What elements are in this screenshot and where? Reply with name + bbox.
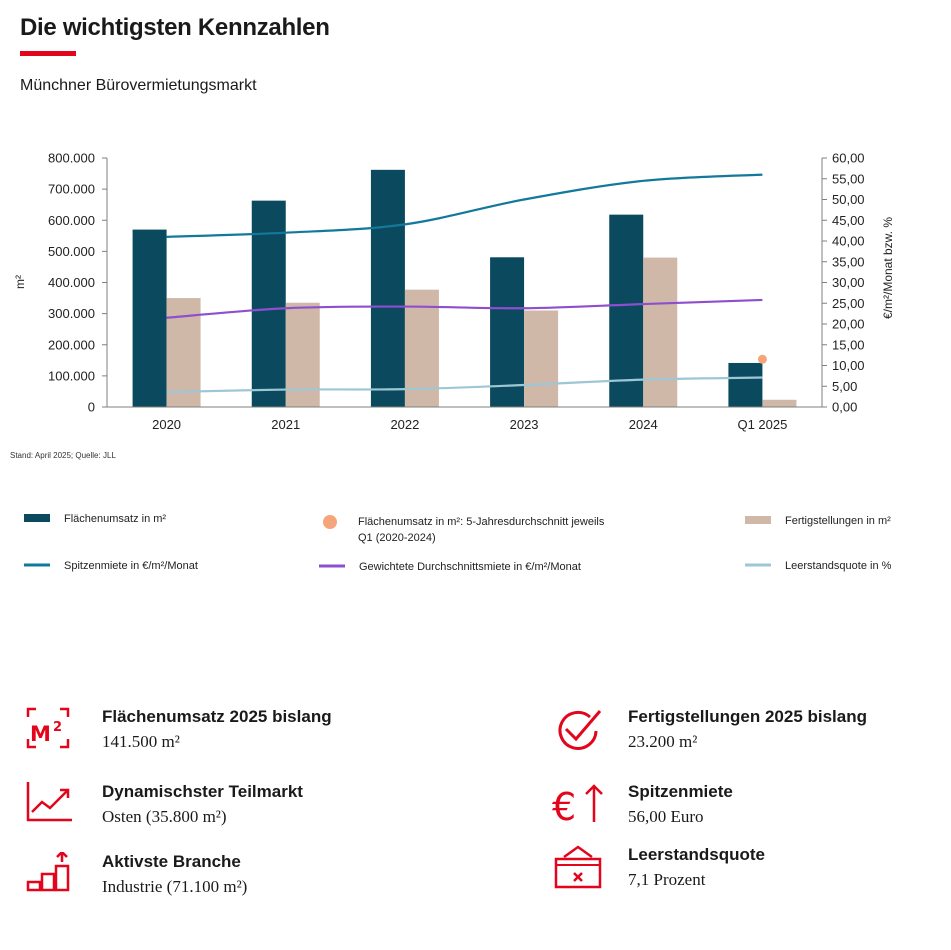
bar-flaechenumsatz: [132, 229, 167, 407]
y-axis-left-label: m²: [13, 275, 27, 289]
y-left-tick-label: 200.000: [48, 337, 95, 352]
legend-label: Leerstandsquote in %: [785, 560, 892, 572]
legend-label: Fertigstellungen in m²: [785, 515, 891, 527]
kpi-label: Spitzenmiete: [628, 782, 733, 801]
euro-up-icon: €: [552, 784, 603, 829]
y-axis-right-label: €/m²/Monat bzw. %: [881, 217, 895, 319]
bar-flaechenumsatz: [609, 214, 644, 407]
svg-text:2: 2: [53, 720, 62, 735]
legend-label: Gewichtete Durchschnittsmiete in €/m²/Mo…: [359, 561, 581, 573]
bar-fertigstellungen: [762, 399, 797, 407]
y-left-tick-label: 300.000: [48, 306, 95, 321]
legend-swatch-lightblue-line: [745, 563, 771, 567]
kpi-label: Leerstandsquote: [628, 845, 765, 864]
legend-label: Flächenumsatz in m²: [64, 513, 167, 525]
y-right-tick-label: 35,00: [832, 254, 865, 269]
kpi-label: Flächenumsatz 2025 bislang: [102, 707, 332, 726]
y-right-tick-label: 40,00: [832, 234, 865, 249]
y-left-tick-label: 400.000: [48, 275, 95, 290]
bar-steps-icon: [26, 852, 70, 892]
x-tick-label: 2024: [629, 417, 658, 432]
title-accent-bar: [20, 51, 76, 56]
kpi-value: Osten (35.800 m²): [102, 807, 227, 826]
legend-fertigstellungen: Fertigstellungen in m²: [745, 515, 891, 527]
legend-swatch-dark-bar: [24, 514, 50, 522]
legend-swatch-teal-line: [24, 563, 50, 567]
legend-swatch-purple-line: [319, 564, 345, 568]
legend-swatch-orange-dot: [323, 515, 337, 529]
point-five-year-average: [757, 354, 767, 364]
kpi-value: 141.500 m²: [102, 732, 180, 751]
line-leerstandsquote: [166, 376, 763, 394]
y-right-tick-label: 15,00: [832, 337, 865, 352]
combo-chart: 0 100.000 200.000 300.000 400.000 500.000 600.…: [13, 151, 895, 433]
m2-icon: M 2: [26, 707, 70, 749]
y-right-tick-label: 5,00: [832, 379, 857, 394]
y-left-tick-label: 500.000: [48, 244, 95, 259]
kpi-label: Aktivste Branche: [102, 852, 241, 871]
y-right-tick-label: 45,00: [832, 213, 865, 228]
line-spitzenmiete: [166, 173, 763, 238]
legend-five-year-average: Flächenumsatz in m²: 5-Jahresdurchschnit…: [322, 514, 622, 546]
x-tick-label: 2022: [390, 417, 419, 432]
x-tick-label: 2020: [152, 417, 181, 432]
legend-leerstandsquote: Leerstandsquote in %: [745, 560, 891, 572]
kpi-value: Industrie (71.100 m²): [102, 877, 248, 896]
legend-label: Spitzenmiete in €/m²/Monat: [64, 560, 198, 572]
y-right-tick-label: 0,00: [832, 400, 857, 415]
kpi-label: Dynamischster Teilmarkt: [102, 782, 303, 801]
y-right-tick-label: 50,00: [832, 192, 865, 207]
y-left-tick-label: 0: [88, 400, 95, 415]
legend-durchschnittsmiete: Gewichtete Durchschnittsmiete in €/m²/Mo…: [319, 561, 581, 573]
legend-spitzenmiete: Spitzenmiete in €/m²/Monat: [24, 560, 198, 572]
y-left-tick-label: 700.000: [48, 182, 95, 197]
page-subtitle: Münchner Bürovermietungsmarkt: [20, 77, 257, 94]
svg-text:€: €: [552, 785, 576, 829]
kpi-label: Fertigstellungen 2025 bislang: [628, 707, 868, 726]
kpi-value: 56,00 Euro: [628, 807, 704, 826]
y-right-tick-label: 55,00: [832, 171, 865, 186]
bar-flaechenumsatz: [728, 362, 763, 407]
trend-up-icon: [26, 782, 72, 822]
bar-fertigstellungen: [524, 310, 559, 407]
x-tick-label: 2021: [271, 417, 300, 432]
bar-fertigstellungen: [285, 302, 320, 407]
y-right-tick-label: 20,00: [832, 317, 865, 332]
y-left-tick-label: 600.000: [48, 213, 95, 228]
check-circle-icon: [558, 710, 602, 750]
y-left-tick-label: 100.000: [48, 368, 95, 383]
y-right-tick-label: 60,00: [832, 151, 865, 166]
y-right-tick-label: 10,00: [832, 358, 865, 373]
y-right-tick-label: 25,00: [832, 296, 865, 311]
svg-text:M: M: [30, 722, 51, 746]
page-title: Die wichtigsten Kennzahlen: [20, 14, 330, 41]
bar-flaechenumsatz: [370, 169, 405, 407]
kpi-value: 23.200 m²: [628, 732, 698, 751]
bar-flaechenumsatz: [490, 257, 525, 407]
vacancy-sign-icon: [554, 845, 602, 889]
line-durchschnittsmiete: [166, 298, 763, 319]
legend-label: Flächenumsatz in m²: 5-Jahresdurchschnit…: [358, 516, 605, 544]
y-left-tick-label: 800.000: [48, 151, 95, 166]
legend-flaechenumsatz: Flächenumsatz in m²: [24, 513, 166, 525]
x-tick-label: Q1 2025: [737, 417, 787, 432]
x-tick-label: 2023: [510, 417, 539, 432]
y-right-tick-label: 30,00: [832, 275, 865, 290]
source-note: Stand: April 2025; Quelle: JLL: [10, 451, 116, 460]
bar-flaechenumsatz: [251, 200, 286, 407]
kpi-value: 7,1 Prozent: [628, 870, 706, 889]
legend-swatch-beige-bar: [745, 516, 771, 524]
bar-fertigstellungen: [643, 257, 678, 407]
